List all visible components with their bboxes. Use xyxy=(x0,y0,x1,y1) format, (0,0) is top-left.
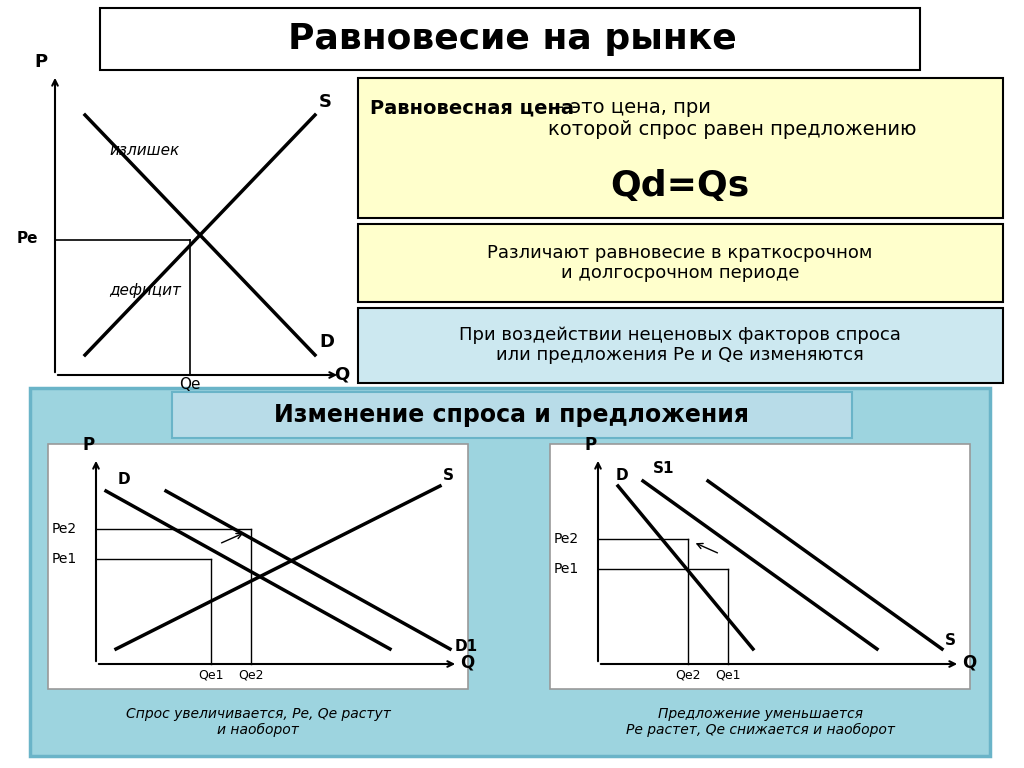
Text: Qe2: Qe2 xyxy=(239,668,264,681)
Bar xyxy=(358,308,1002,383)
Text: Q: Q xyxy=(962,654,976,672)
Text: Различают равновесие в краткосрочном
и долгосрочном периоде: Различают равновесие в краткосрочном и д… xyxy=(487,243,872,283)
Text: P: P xyxy=(584,436,596,454)
Text: Спрос увеличивается, Ре, Qe растут
и наоборот: Спрос увеличивается, Ре, Qe растут и нао… xyxy=(126,707,390,737)
Text: S: S xyxy=(319,93,332,111)
Text: Qe: Qe xyxy=(179,377,201,392)
Text: S: S xyxy=(443,468,454,483)
Text: Qe1: Qe1 xyxy=(715,668,740,681)
Text: Pe1: Pe1 xyxy=(553,562,579,576)
Bar xyxy=(550,444,970,689)
Text: P: P xyxy=(82,436,94,454)
Text: D: D xyxy=(319,333,334,351)
Text: D: D xyxy=(118,472,131,487)
Bar xyxy=(100,8,920,70)
Bar xyxy=(30,388,990,756)
Text: Qd=Qs: Qd=Qs xyxy=(610,169,750,203)
Text: Pe2: Pe2 xyxy=(51,522,77,536)
Text: излишек: излишек xyxy=(110,143,180,158)
Bar xyxy=(172,392,852,438)
Text: Равновесие на рынке: Равновесие на рынке xyxy=(288,22,736,56)
Bar xyxy=(358,78,1002,218)
Text: При воздействии неценовых факторов спроса
или предложения Ре и Qe изменяются: При воздействии неценовых факторов спрос… xyxy=(459,326,901,364)
Bar xyxy=(358,224,1002,302)
Text: P: P xyxy=(35,53,47,71)
Text: Pe2: Pe2 xyxy=(553,532,579,546)
Text: дефицит: дефицит xyxy=(110,283,181,298)
Text: Изменение спроса и предложения: Изменение спроса и предложения xyxy=(274,403,750,427)
Bar xyxy=(48,444,468,689)
Text: Qe1: Qe1 xyxy=(199,668,224,681)
Text: Pe1: Pe1 xyxy=(51,552,77,566)
Text: Равновесная цена: Равновесная цена xyxy=(370,98,574,117)
Text: Pe: Pe xyxy=(16,231,38,246)
Text: S: S xyxy=(945,633,956,648)
Text: D1: D1 xyxy=(455,639,478,654)
Text: D: D xyxy=(616,468,629,483)
Text: Предложение уменьшается
Ре растет, Qe снижается и наоборот: Предложение уменьшается Ре растет, Qe сн… xyxy=(626,707,895,737)
Text: – это цена, при
которой спрос равен предложению: – это цена, при которой спрос равен пред… xyxy=(548,98,916,139)
Text: Q: Q xyxy=(460,654,474,672)
Text: Q: Q xyxy=(335,365,349,383)
Text: Qe2: Qe2 xyxy=(675,668,700,681)
Text: S1: S1 xyxy=(653,461,675,476)
